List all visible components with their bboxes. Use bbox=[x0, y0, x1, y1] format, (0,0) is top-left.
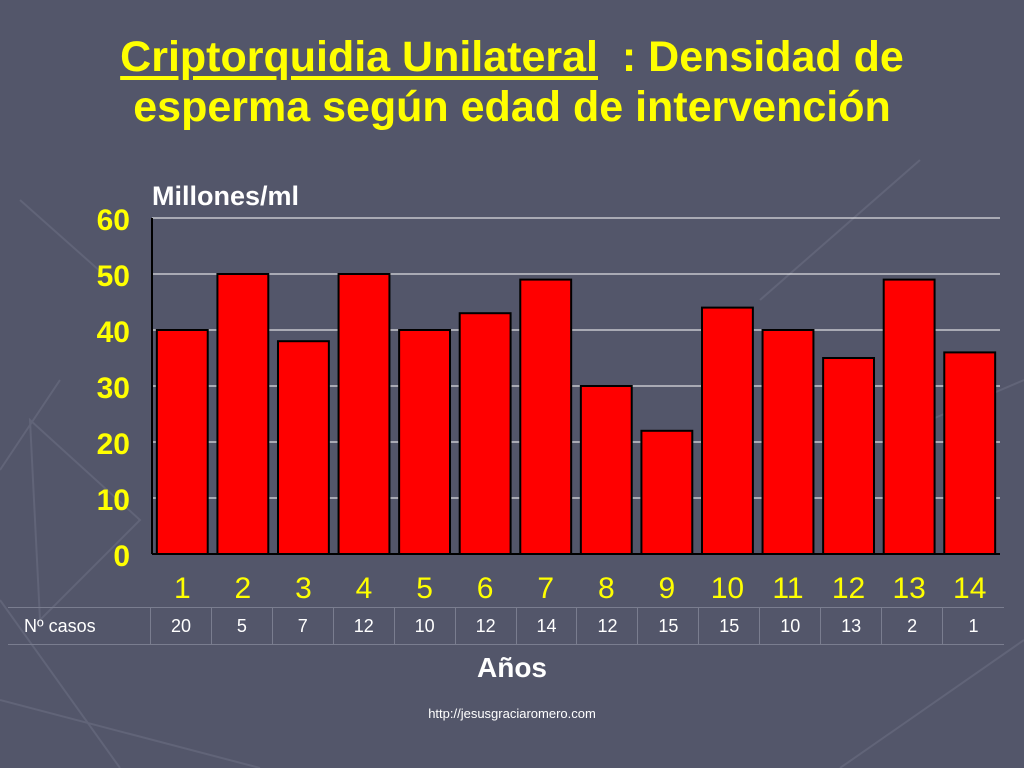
x-tick-label: 6 bbox=[477, 572, 494, 600]
cases-value: 10 bbox=[760, 608, 822, 644]
cases-value: 7 bbox=[273, 608, 334, 644]
bar-7 bbox=[519, 278, 573, 555]
bar-12 bbox=[822, 357, 876, 555]
cases-value: 12 bbox=[456, 608, 517, 644]
x-axis-label: Años bbox=[477, 652, 547, 683]
cases-value: 2 bbox=[882, 608, 944, 644]
y-tick-label: 0 bbox=[113, 540, 130, 573]
x-tick-label: 13 bbox=[892, 572, 925, 600]
title-underlined-part: Criptorquidia Unilateral bbox=[120, 33, 598, 81]
x-tick-label: 11 bbox=[772, 572, 803, 600]
cases-value: 15 bbox=[699, 608, 761, 644]
x-tick-label: 14 bbox=[953, 572, 986, 600]
cases-value: 5 bbox=[212, 608, 273, 644]
bar-10 bbox=[700, 306, 754, 555]
y-tick-label: 60 bbox=[97, 204, 130, 237]
x-tick-label: 10 bbox=[711, 572, 744, 600]
cases-table-row: Nº casos 20 5 7 12 10 12 14 12 15 15 10 13 2 1 bbox=[8, 607, 1004, 645]
bar-8 bbox=[579, 385, 633, 555]
x-tick-label: 5 bbox=[416, 572, 433, 600]
bar-3 bbox=[276, 340, 330, 556]
y-tick-label: 10 bbox=[97, 484, 130, 517]
bar-2 bbox=[216, 273, 270, 555]
bar-9 bbox=[640, 429, 694, 555]
title-rest: : Densidad de bbox=[598, 33, 904, 81]
y-tick-label: 30 bbox=[97, 372, 130, 405]
x-tick-label: 3 bbox=[295, 572, 312, 600]
x-tick-label: 12 bbox=[832, 572, 865, 600]
x-tick-label: 9 bbox=[659, 572, 676, 600]
bar-5 bbox=[398, 329, 452, 555]
cases-value: 15 bbox=[638, 608, 700, 644]
x-axis-ticks: 1 2 3 4 5 6 7 8 9 10 11 12 13 14 bbox=[174, 572, 986, 600]
bar-1 bbox=[155, 329, 209, 555]
cases-value: 10 bbox=[395, 608, 456, 644]
cases-value: 12 bbox=[334, 608, 395, 644]
x-tick-label: 4 bbox=[356, 572, 373, 600]
title-line-1: Criptorquidia Unilateral : Densidad de bbox=[0, 32, 1024, 82]
bar-14 bbox=[943, 351, 997, 555]
y-axis-label: Millones/ml bbox=[152, 181, 299, 211]
y-tick-label: 50 bbox=[97, 260, 130, 293]
x-tick-label: 8 bbox=[598, 572, 615, 600]
cases-value: 12 bbox=[577, 608, 639, 644]
bar-4 bbox=[337, 273, 391, 555]
x-tick-label: 1 bbox=[174, 572, 191, 600]
cases-header: Nº casos bbox=[8, 608, 151, 644]
cases-value: 20 bbox=[151, 608, 212, 644]
cases-value: 1 bbox=[968, 615, 979, 636]
y-axis-ticks: 0 10 20 30 40 50 60 bbox=[97, 204, 130, 573]
bars bbox=[155, 273, 997, 556]
bar-11 bbox=[761, 329, 815, 555]
bar-13 bbox=[882, 278, 936, 555]
slide-title: Criptorquidia Unilateral : Densidad de e… bbox=[0, 32, 1024, 132]
title-line-2: esperma según edad de intervención bbox=[133, 83, 891, 131]
cases-value: 13 bbox=[821, 608, 883, 644]
cases-value: 14 bbox=[517, 608, 578, 644]
source-credit: http://jesusgraciaromero.com bbox=[428, 706, 596, 721]
y-tick-label: 40 bbox=[97, 316, 130, 349]
x-tick-label: 7 bbox=[537, 572, 554, 600]
bar-6 bbox=[458, 312, 512, 556]
y-tick-label: 20 bbox=[97, 428, 130, 461]
x-tick-label: 2 bbox=[235, 572, 252, 600]
